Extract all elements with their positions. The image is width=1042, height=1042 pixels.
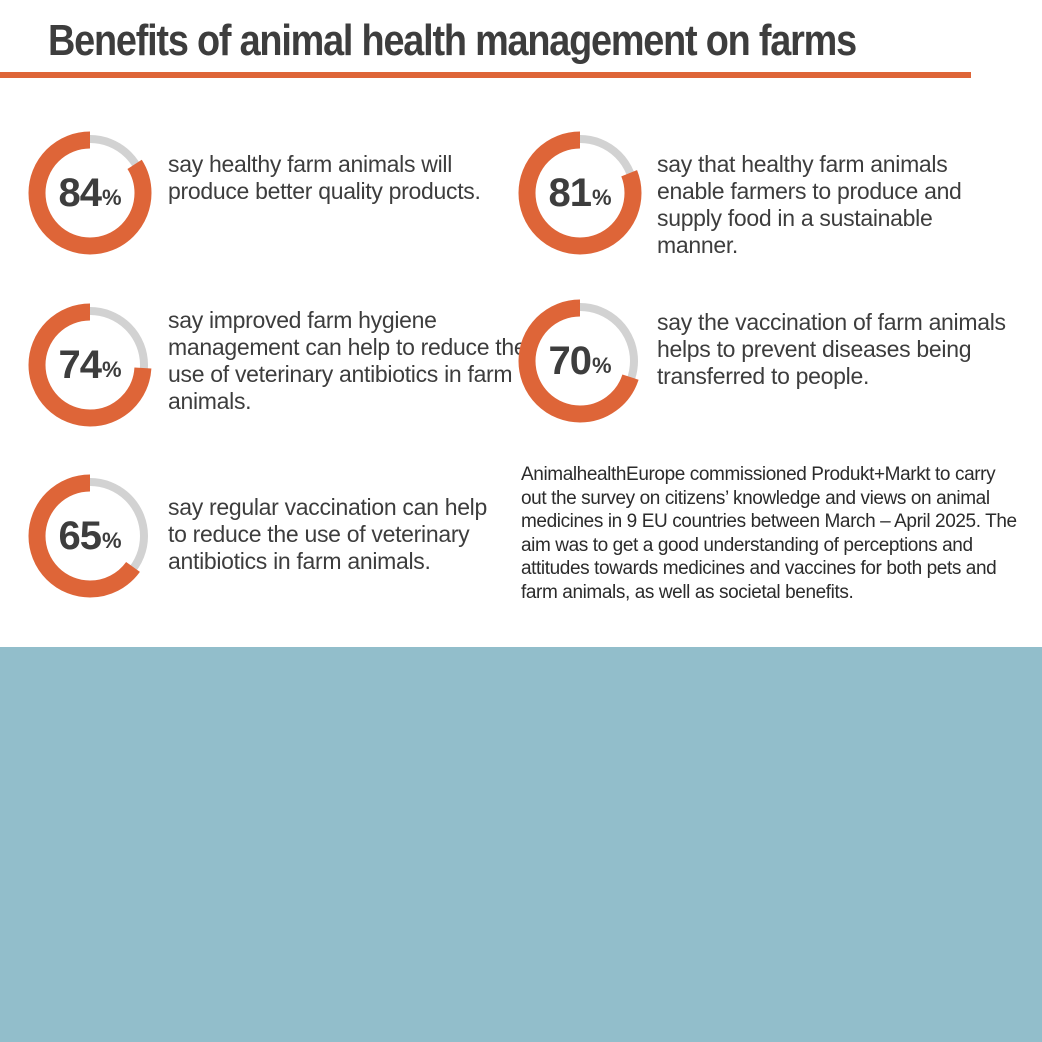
donut-chart: 65%: [27, 473, 153, 599]
donut-ring: [28, 131, 152, 255]
donut-ring: [28, 474, 152, 598]
donut-value: 65%: [27, 473, 153, 599]
donut-arc: [518, 299, 642, 423]
donut-chart: 70%: [517, 298, 643, 424]
bottom-panel: [0, 647, 1042, 1042]
donut-chart: 81%: [517, 130, 643, 256]
donut-value-number: 65: [58, 513, 101, 558]
donut-arc: [28, 474, 152, 598]
donut-value-unit: %: [591, 353, 612, 378]
donut-ring: [28, 303, 152, 427]
stat-description: say that healthy farm animals enable far…: [657, 151, 962, 258]
donut-value-unit: %: [101, 357, 122, 382]
donut-arc: [518, 131, 642, 255]
donut-value-number: 81: [548, 170, 591, 215]
survey-note: AnimalhealthEurope commissioned Produkt+…: [521, 464, 1017, 603]
stat-description: say the vaccination of farm animals help…: [657, 309, 1006, 389]
donut-ring: [518, 131, 642, 255]
stat-description: say improved farm hygiene management can…: [168, 307, 527, 414]
donut-value-number: 74: [58, 342, 101, 387]
donut-value: 70%: [517, 298, 643, 424]
donut-value-unit: %: [101, 185, 122, 210]
page-title: Benefits of animal health management on …: [48, 16, 857, 65]
donut-value: 84%: [27, 130, 153, 256]
donut-value: 74%: [27, 302, 153, 428]
title-underline: [0, 72, 971, 78]
donut-chart: 74%: [27, 302, 153, 428]
donut-arc: [28, 131, 152, 255]
donut-value-number: 84: [58, 170, 101, 215]
donut-value-unit: %: [591, 185, 612, 210]
donut-value: 81%: [517, 130, 643, 256]
donut-value-unit: %: [101, 528, 122, 553]
donut-arc: [28, 303, 152, 427]
stat-description: say healthy farm animals will produce be…: [168, 151, 481, 204]
donut-ring: [518, 299, 642, 423]
donut-chart: 84%: [27, 130, 153, 256]
stat-description: say regular vaccination can help to redu…: [168, 494, 487, 574]
donut-value-number: 70: [548, 338, 591, 383]
